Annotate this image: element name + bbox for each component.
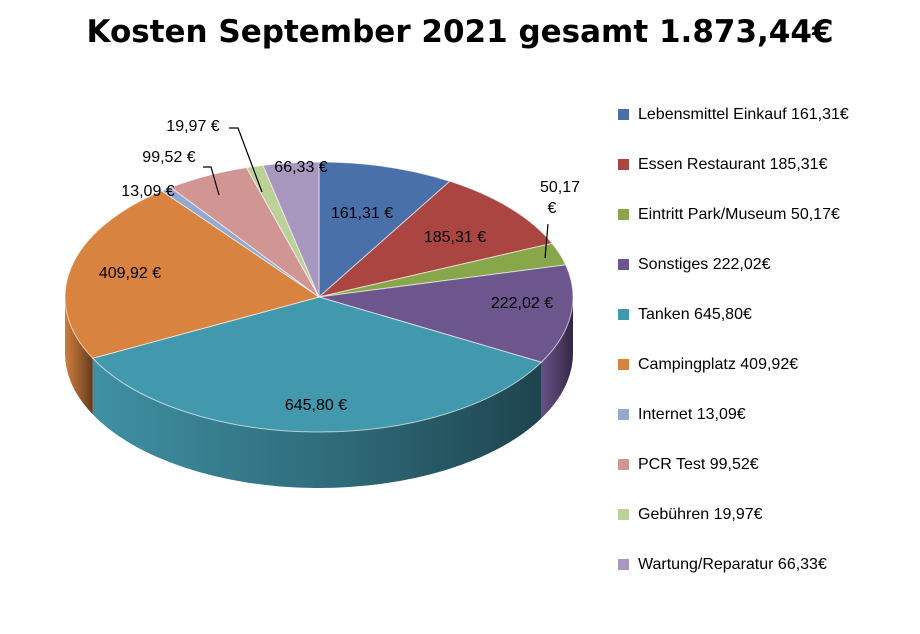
legend-item-6: Campingplatz 409,92€ bbox=[618, 352, 918, 377]
legend-label: Lebensmittel Einkauf 161,31€ bbox=[638, 105, 849, 123]
legend-item-8: PCR Test 99,52€ bbox=[618, 452, 918, 477]
legend-swatch bbox=[618, 559, 629, 570]
pie-side-shade-6 bbox=[65, 297, 93, 415]
legend-item-10: Wartung/Reparatur 66,33€ bbox=[618, 552, 918, 577]
data-label-1: 161,31 € bbox=[331, 205, 393, 222]
data-label-9: 19,97 € bbox=[166, 118, 219, 135]
data-label-8: 99,52 € bbox=[142, 149, 195, 166]
legend-item-5: Tanken 645,80€ bbox=[618, 302, 918, 327]
pie-side-shade-5 bbox=[92, 358, 542, 488]
legend-item-1: Lebensmittel Einkauf 161,31€ bbox=[618, 102, 918, 127]
pie-slice-4 bbox=[318, 264, 574, 363]
data-label-7: 13,09 € bbox=[121, 183, 174, 200]
leader-line-8 bbox=[203, 166, 220, 196]
leader-line-9 bbox=[229, 127, 263, 193]
pie-slice-10 bbox=[262, 161, 320, 298]
pie-slice-6 bbox=[64, 190, 321, 359]
pie-slice-5 bbox=[91, 296, 543, 433]
data-label-5: 645,80 € bbox=[285, 397, 347, 414]
legend-swatch bbox=[618, 159, 629, 170]
chart-legend: Lebensmittel Einkauf 161,31€ Essen Restau… bbox=[618, 102, 918, 602]
legend-swatch bbox=[618, 459, 629, 470]
legend-label: Gebühren 19,97€ bbox=[638, 505, 763, 523]
legend-label: Campingplatz 409,92€ bbox=[638, 355, 799, 373]
pie-side-shade-4 bbox=[541, 297, 573, 419]
legend-item-3: Eintritt Park/Museum 50,17€ bbox=[618, 202, 918, 227]
legend-label: Eintritt Park/Museum 50,17€ bbox=[638, 205, 840, 223]
legend-swatch bbox=[618, 359, 629, 370]
legend-swatch bbox=[618, 309, 629, 320]
legend-swatch bbox=[618, 509, 629, 520]
legend-item-2: Essen Restaurant 185,31€ bbox=[618, 152, 918, 177]
legend-label: Wartung/Reparatur 66,33€ bbox=[638, 555, 827, 573]
leader-line-3 bbox=[544, 223, 549, 259]
data-label-3: 50,17 € bbox=[540, 179, 580, 217]
legend-swatch bbox=[618, 409, 629, 420]
data-label-6: 409,92 € bbox=[99, 265, 161, 282]
legend-label: Sonstiges 222,02€ bbox=[638, 255, 771, 273]
legend-item-9: Gebühren 19,97€ bbox=[618, 502, 918, 527]
chart-title: Kosten September 2021 gesamt 1.873,44€ bbox=[86, 14, 834, 50]
data-label-4: 222,02 € bbox=[491, 295, 553, 312]
legend-label: Tanken 645,80€ bbox=[638, 305, 752, 323]
pie-slice-2 bbox=[318, 180, 554, 298]
legend-swatch bbox=[618, 259, 629, 270]
legend-label: Essen Restaurant 185,31€ bbox=[638, 155, 828, 173]
data-label-10: 66,33 € bbox=[274, 159, 327, 176]
legend-item-7: Internet 13,09€ bbox=[618, 402, 918, 427]
pie-slice-1 bbox=[318, 161, 451, 299]
legend-swatch bbox=[618, 109, 629, 120]
legend-label: Internet 13,09€ bbox=[638, 405, 746, 423]
legend-swatch bbox=[618, 209, 629, 220]
data-label-2: 185,31 € bbox=[424, 229, 486, 246]
legend-label: PCR Test 99,52€ bbox=[638, 455, 759, 473]
legend-item-4: Sonstiges 222,02€ bbox=[618, 252, 918, 277]
